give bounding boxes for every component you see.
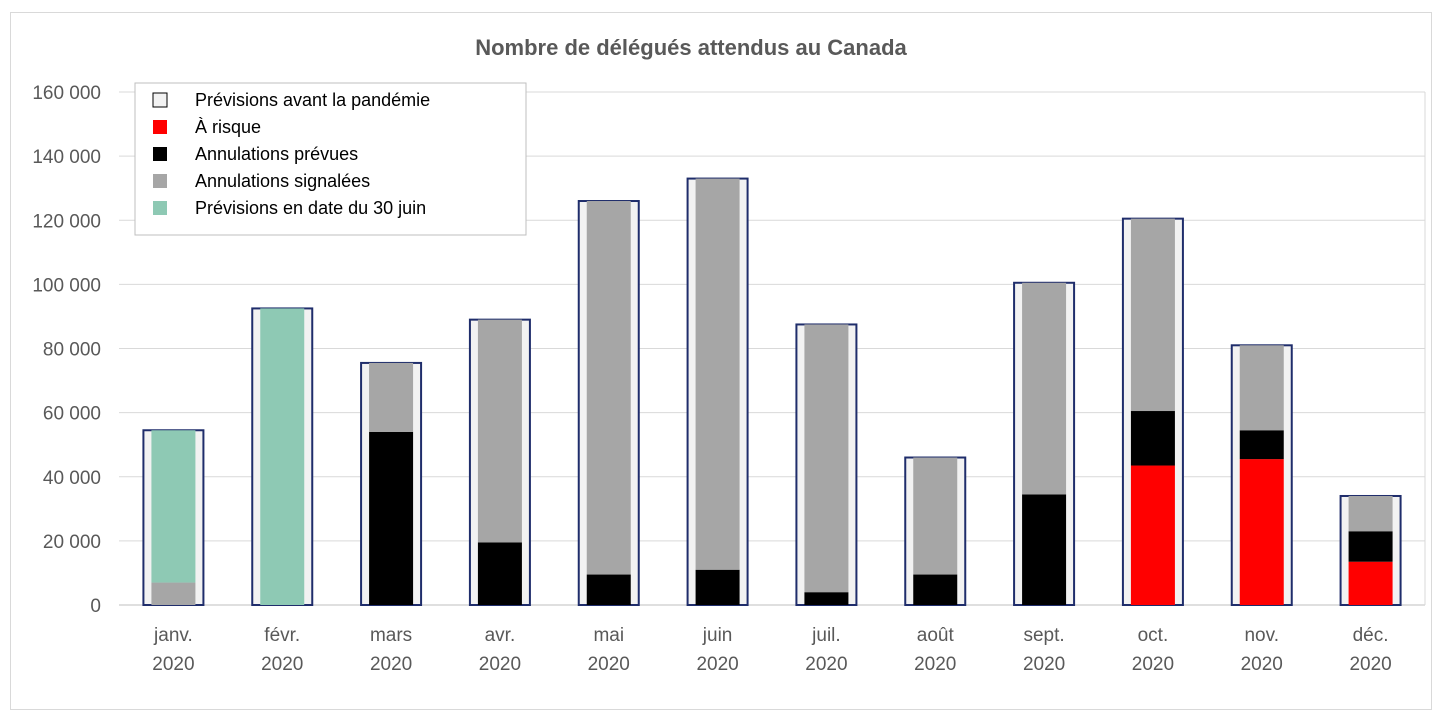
bar-segment <box>1022 282 1067 495</box>
legend: Prévisions avant la pandémie À risque Annu… <box>134 82 527 236</box>
chart-frame: Nombre de délégués attendus au Canada 0 2… <box>10 12 1432 710</box>
bar-segment <box>913 457 958 575</box>
x-tick-label-month: oct. <box>1138 625 1169 646</box>
y-tick-label: 40 000 <box>43 468 101 489</box>
bar-segment <box>477 319 522 543</box>
x-tick-label-month: nov. <box>1244 625 1279 646</box>
bar-segment <box>1130 465 1175 605</box>
x-tick-label-year: 2020 <box>152 654 194 675</box>
x-tick-label-year: 2020 <box>588 654 630 675</box>
bar-segment <box>1239 459 1284 605</box>
legend-label: Annulations prévues <box>195 144 358 164</box>
y-tick-label: 120 000 <box>32 211 101 232</box>
x-tick-label-month: août <box>917 625 955 646</box>
bar-segment <box>1348 495 1393 532</box>
x-tick-label-month: juil. <box>811 625 841 646</box>
bar-segment <box>477 542 522 605</box>
x-tick-label-year: 2020 <box>1241 654 1283 675</box>
bar-segment <box>260 308 305 605</box>
y-tick-label: 80 000 <box>43 340 101 361</box>
legend-swatch <box>153 174 167 188</box>
legend-swatch <box>153 147 167 161</box>
legend-label: À risque <box>195 117 261 137</box>
bar-segment <box>1239 345 1284 431</box>
x-tick-label-month: mars <box>370 625 412 646</box>
y-tick-label: 160 000 <box>32 83 101 104</box>
y-tick-label: 140 000 <box>32 147 101 168</box>
bar-segment <box>913 574 958 605</box>
y-tick-label: 0 <box>90 596 101 617</box>
bar-segment <box>151 582 196 605</box>
bar-segment <box>695 569 740 605</box>
y-tick-label: 100 000 <box>32 275 101 296</box>
x-tick-label-year: 2020 <box>370 654 412 675</box>
bar-segment <box>369 362 414 432</box>
legend-label: Prévisions avant la pandémie <box>195 90 430 110</box>
bars <box>142 177 1402 607</box>
x-tick-label-year: 2020 <box>914 654 956 675</box>
bar-segment <box>151 430 196 583</box>
bar-segment <box>804 592 849 605</box>
x-tick-label-month: mai <box>593 625 624 646</box>
x-tick-label-year: 2020 <box>1132 654 1174 675</box>
legend-swatch <box>153 201 167 215</box>
y-tick-label: 20 000 <box>43 532 101 553</box>
x-tick-label-year: 2020 <box>696 654 738 675</box>
chart-title: Nombre de délégués attendus au Canada <box>475 35 907 60</box>
bar-segment <box>695 178 740 570</box>
legend-swatch <box>152 92 168 108</box>
bar-segment <box>1348 531 1393 562</box>
x-tick-label-year: 2020 <box>1349 654 1391 675</box>
bar-segment <box>804 324 849 593</box>
bar-segment <box>1130 218 1175 412</box>
x-tick-label-year: 2020 <box>805 654 847 675</box>
x-tick-label-month: janv. <box>153 625 193 646</box>
bar-segment <box>1022 494 1067 605</box>
bar-segment <box>586 574 631 605</box>
legend-label: Annulations signalées <box>195 171 370 191</box>
chart-svg: Nombre de délégués attendus au Canada 0 2… <box>32 35 1426 675</box>
bar-segment <box>1130 411 1175 466</box>
x-tick-label-month: sept. <box>1023 625 1064 646</box>
legend-label: Prévisions en date du 30 juin <box>195 198 426 218</box>
bar-segment <box>369 431 414 605</box>
x-tick-label-year: 2020 <box>1023 654 1065 675</box>
y-tick-label: 60 000 <box>43 404 101 425</box>
legend-swatch <box>153 120 167 134</box>
x-tick-label-year: 2020 <box>261 654 303 675</box>
x-tick-label-month: avr. <box>485 625 516 646</box>
x-tick-label-month: juin <box>702 625 733 646</box>
x-tick-label-month: févr. <box>264 625 300 646</box>
bar-segment <box>1239 430 1284 460</box>
legend-box <box>134 82 527 236</box>
y-axis: 0 20 000 40 000 60 000 80 000 100 000 120 000 1… <box>32 83 101 617</box>
bar-segment <box>1348 561 1393 605</box>
x-tick-label-month: déc. <box>1353 625 1389 646</box>
x-tick-label-year: 2020 <box>479 654 521 675</box>
bar-segment <box>586 201 631 575</box>
x-axis: janv. 2020 févr. 2020 mars 2020 avr. 2020 mai 202… <box>152 625 1391 675</box>
